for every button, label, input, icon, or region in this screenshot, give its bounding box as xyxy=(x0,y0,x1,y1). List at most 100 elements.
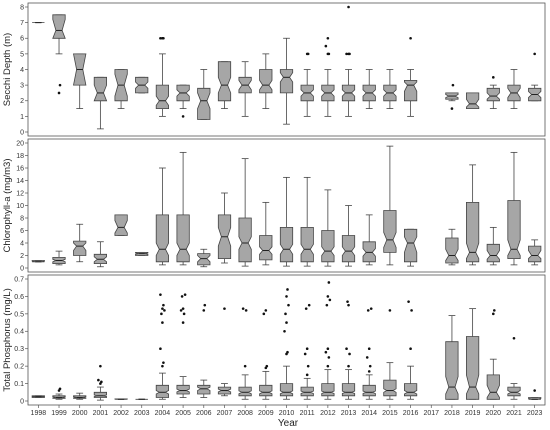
box-body xyxy=(155,214,170,263)
outlier-point xyxy=(159,36,162,40)
outlier-point xyxy=(100,380,103,384)
box-2002 xyxy=(114,214,128,236)
box-body xyxy=(197,87,211,120)
x-tick-label: 2021 xyxy=(506,410,522,417)
box-2023 xyxy=(528,239,542,266)
outlier-point xyxy=(162,361,165,364)
outlier-point xyxy=(347,303,350,307)
box-body xyxy=(362,241,376,263)
y-tick-label: 0.3 xyxy=(14,346,24,353)
box-2008 xyxy=(238,307,252,400)
y-tick-label: 0 xyxy=(20,398,24,405)
box-2004 xyxy=(155,167,170,266)
y-tick-label: 3 xyxy=(20,83,24,90)
x-tick-label: 2013 xyxy=(341,410,357,417)
box-2003 xyxy=(135,251,149,256)
outlier-point xyxy=(58,387,62,391)
outlier-point xyxy=(181,307,185,310)
box-2019 xyxy=(465,308,480,400)
outlier-point xyxy=(183,293,187,296)
outlier-point xyxy=(241,307,245,310)
outlier-point xyxy=(305,347,309,351)
x-tick-label: 2005 xyxy=(175,410,191,417)
outlier-point xyxy=(163,309,166,312)
y-tick-label: 2 xyxy=(20,253,24,260)
x-tick-label: 2019 xyxy=(465,410,481,417)
box-2023 xyxy=(528,389,542,400)
box-2014 xyxy=(362,307,376,400)
outlier-point xyxy=(57,91,61,95)
y-tick-label: 0.7 xyxy=(14,276,24,283)
outlier-point xyxy=(286,350,289,354)
x-tick-label: 2009 xyxy=(258,410,274,417)
outlier-point xyxy=(326,36,330,40)
box-2008 xyxy=(238,158,252,267)
box-2016 xyxy=(403,36,418,117)
outlier-point xyxy=(369,307,373,310)
outlier-point xyxy=(285,321,288,324)
outlier-point xyxy=(265,364,269,368)
outlier-point xyxy=(202,309,206,312)
outlier-point xyxy=(203,303,207,307)
x-axis: 1998 1999 2000 2001 2002 2003 2004 2005 2006 2007… xyxy=(31,405,543,417)
outlier-point xyxy=(327,52,331,56)
x-tick-label: 2007 xyxy=(217,410,233,417)
box-2015 xyxy=(383,309,397,400)
box-2001 xyxy=(93,76,108,130)
box-body xyxy=(486,243,500,263)
box-body xyxy=(403,80,418,102)
x-tick-label: 1999 xyxy=(51,410,67,417)
box-body xyxy=(383,210,397,253)
outlier-point xyxy=(324,44,328,48)
outlier-point xyxy=(161,364,164,368)
box-2014 xyxy=(362,69,376,109)
outlier-point xyxy=(180,295,184,298)
y-tick-label: 6 xyxy=(20,36,24,43)
panel-2: 0 2 4 6 8 10 12 14 16 18 20 Chlorophyll-a (mg/m3) xyxy=(2,138,546,273)
box-body xyxy=(238,217,252,263)
box-2015 xyxy=(383,145,397,266)
y-tick-label: 8 xyxy=(20,4,24,11)
y-tick-label: 7 xyxy=(20,20,24,27)
box-body xyxy=(321,383,335,397)
box-2002 xyxy=(114,69,128,109)
outlier-point xyxy=(345,347,348,351)
box-body xyxy=(507,200,521,260)
outlier-point xyxy=(326,347,330,351)
x-tick-label: 2003 xyxy=(134,410,150,417)
outlier-point xyxy=(306,52,310,56)
outlier-point xyxy=(367,347,371,351)
y-tick-label: 0.4 xyxy=(14,329,24,336)
outlier-point xyxy=(161,36,164,40)
box-body xyxy=(445,237,459,264)
outlier-point xyxy=(264,309,268,312)
box-2018 xyxy=(445,228,459,266)
box-1999 xyxy=(52,14,66,95)
outlier-point xyxy=(347,364,350,368)
box-1999 xyxy=(52,250,66,266)
outlier-point xyxy=(326,364,330,368)
x-tick-label: 2017 xyxy=(423,410,439,417)
outlier-point xyxy=(179,309,183,312)
y-axis-title: Total Phosphorus (mg/L) xyxy=(2,288,13,392)
box-2021 xyxy=(507,151,521,266)
box-body xyxy=(155,84,170,109)
y-axis-title: Chlorophyll-a (mg/m3) xyxy=(2,159,13,253)
box-body xyxy=(486,374,500,400)
outlier-point xyxy=(409,36,412,40)
box-2011 xyxy=(300,303,314,400)
box-body xyxy=(197,384,211,395)
box-2004 xyxy=(155,36,170,117)
y-tick-label: 0 xyxy=(20,129,24,136)
box-2021 xyxy=(507,69,521,109)
x-tick-label: 2012 xyxy=(320,410,336,417)
outlier-point xyxy=(97,378,100,382)
x-tick-label: 2002 xyxy=(113,410,129,417)
outlier-point xyxy=(368,364,372,368)
box-body xyxy=(176,384,190,395)
outlier-point xyxy=(243,364,247,368)
box-body xyxy=(73,240,87,256)
box-body xyxy=(259,69,273,94)
x-tick-label: 2006 xyxy=(196,410,212,417)
